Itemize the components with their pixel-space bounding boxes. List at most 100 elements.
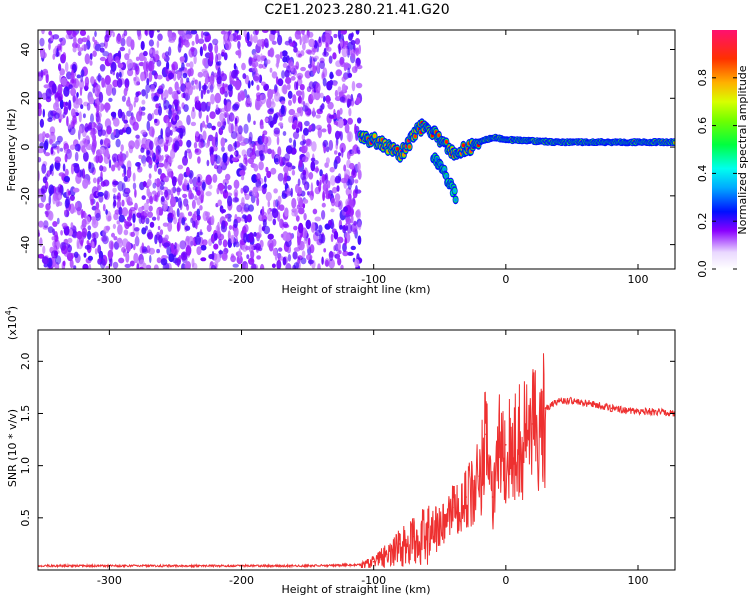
heatmap-noise-cell — [89, 60, 93, 66]
heatmap-noise-cell — [325, 157, 330, 165]
heatmap-noise-cell — [136, 212, 142, 219]
heatmap-noise-cell — [88, 96, 95, 105]
heatmap-noise-cell — [59, 147, 64, 152]
snr-line — [38, 353, 675, 569]
heatmap-noise-cell — [56, 217, 60, 225]
heatmap-noise-cell — [116, 78, 123, 88]
heatmap-noise-cell — [272, 208, 279, 219]
heatmap-noise-cell — [217, 60, 222, 66]
heatmap-noise-cell — [317, 130, 321, 137]
heatmap-noise-cell — [149, 195, 154, 205]
x-tick-label: 100 — [627, 273, 648, 286]
heatmap-noise-cell — [88, 263, 92, 269]
heatmap-noise-cell — [216, 76, 222, 85]
heatmap-noise-cell — [48, 184, 55, 195]
heatmap-noise-cell — [310, 157, 316, 162]
heatmap-noise-cell — [62, 163, 66, 172]
heatmap-noise-cell — [221, 209, 226, 213]
heatmap-noise-cell — [156, 40, 160, 48]
heatmap-noise-cell — [239, 169, 246, 176]
heatmap-noise-cell — [168, 253, 175, 263]
heatmap-noise-cell — [71, 230, 78, 239]
heatmap-noise-cell — [146, 150, 150, 155]
heatmap-noise-cell — [270, 167, 277, 175]
heatmap-noise-cell — [148, 205, 153, 212]
heatmap-noise-cell — [148, 159, 153, 166]
heatmap-noise-cell — [188, 48, 195, 58]
heatmap-noise-cell — [191, 258, 195, 268]
heatmap-noise-cell — [298, 53, 302, 58]
heatmap-noise-cell — [192, 106, 195, 112]
heatmap-noise-cell — [128, 48, 131, 56]
heatmap-noise-cell — [184, 150, 188, 159]
heatmap-noise-cell — [159, 185, 165, 190]
heatmap-noise-cell — [247, 113, 252, 123]
heatmap-noise-cell — [274, 158, 279, 163]
heatmap-noise-cell — [278, 156, 283, 167]
heatmap-noise-cell — [238, 248, 241, 259]
heatmap-noise-cell — [332, 186, 338, 194]
heatmap-noise-cell — [357, 117, 362, 124]
heatmap-noise-cell — [213, 232, 218, 241]
heatmap-noise-cell — [252, 143, 256, 154]
heatmap-noise-cell — [318, 36, 322, 44]
heatmap-noise-cell — [303, 199, 309, 204]
heatmap-noise-cell — [248, 232, 254, 243]
heatmap-noise-cell — [153, 95, 159, 102]
heatmap-noise-cell — [45, 74, 49, 84]
heatmap-noise-cell — [325, 259, 329, 267]
heatmap-noise-cell — [287, 90, 293, 99]
heatmap-noise-cell — [233, 151, 237, 156]
heatmap-noise-cell — [168, 104, 172, 110]
heatmap-noise-cell — [127, 201, 134, 206]
heatmap-noise-cell — [182, 72, 188, 79]
heatmap-noise-cell — [271, 149, 275, 160]
heatmap-noise-cell — [209, 74, 215, 86]
snr-point — [531, 423, 534, 425]
heatmap-noise-cell — [79, 169, 84, 178]
heatmap-noise-cell — [155, 103, 160, 109]
heatmap-noise-cell — [328, 114, 334, 119]
heatmap-noise-cell — [238, 136, 245, 142]
heatmap-noise-cell — [82, 263, 89, 269]
heatmap-noise-cell — [312, 107, 316, 118]
heatmap-noise-cell — [321, 103, 325, 110]
heatmap-noise-cell — [52, 221, 58, 227]
heatmap-noise-cell — [59, 68, 65, 76]
heatmap-noise-cell — [217, 121, 222, 128]
heatmap-noise-cell — [245, 245, 250, 251]
heatmap-noise-cell — [87, 230, 92, 240]
y-tick-label: 0 — [19, 144, 32, 151]
heatmap-noise-cell — [321, 34, 326, 43]
heatmap-noise-cell — [177, 71, 182, 78]
heatmap-noise-cell — [205, 211, 211, 217]
heatmap-noise-cell — [266, 170, 272, 179]
heatmap-noise-cell — [158, 138, 165, 147]
heatmap-noise-cell — [126, 58, 133, 69]
heatmap-noise-cell — [184, 34, 192, 40]
colorbar-label: Normalized spectral amplitude — [736, 65, 749, 234]
heatmap-noise-cell — [156, 59, 162, 67]
heatmap-noise-cell — [260, 146, 268, 151]
heatmap-noise-cell — [282, 256, 287, 266]
heatmap-noise-cell — [150, 84, 156, 93]
heatmap-noise-cell — [168, 86, 173, 95]
y-tick-label: 20 — [19, 91, 32, 105]
heatmap-noise-cell — [350, 245, 356, 251]
heatmap-noise-cell — [305, 49, 312, 54]
heatmap-noise-cell — [122, 191, 130, 198]
heatmap-noise-cell — [117, 181, 124, 192]
heatmap-noise-cell — [67, 237, 73, 244]
heatmap-noise-cell — [133, 252, 139, 264]
heatmap-noise-cell — [293, 139, 297, 149]
heatmap-noise-cell — [276, 136, 280, 146]
heatmap-noise-cell — [156, 88, 164, 94]
x-tick-label: -300 — [97, 574, 122, 587]
heatmap-noise-cell — [87, 255, 93, 261]
heatmap-noise-cell — [341, 46, 348, 58]
heatmap-noise-cell — [120, 144, 124, 152]
heatmap-noise-cell — [291, 197, 297, 209]
heatmap-noise-cell — [299, 140, 306, 146]
heatmap-noise-cell — [52, 53, 56, 60]
